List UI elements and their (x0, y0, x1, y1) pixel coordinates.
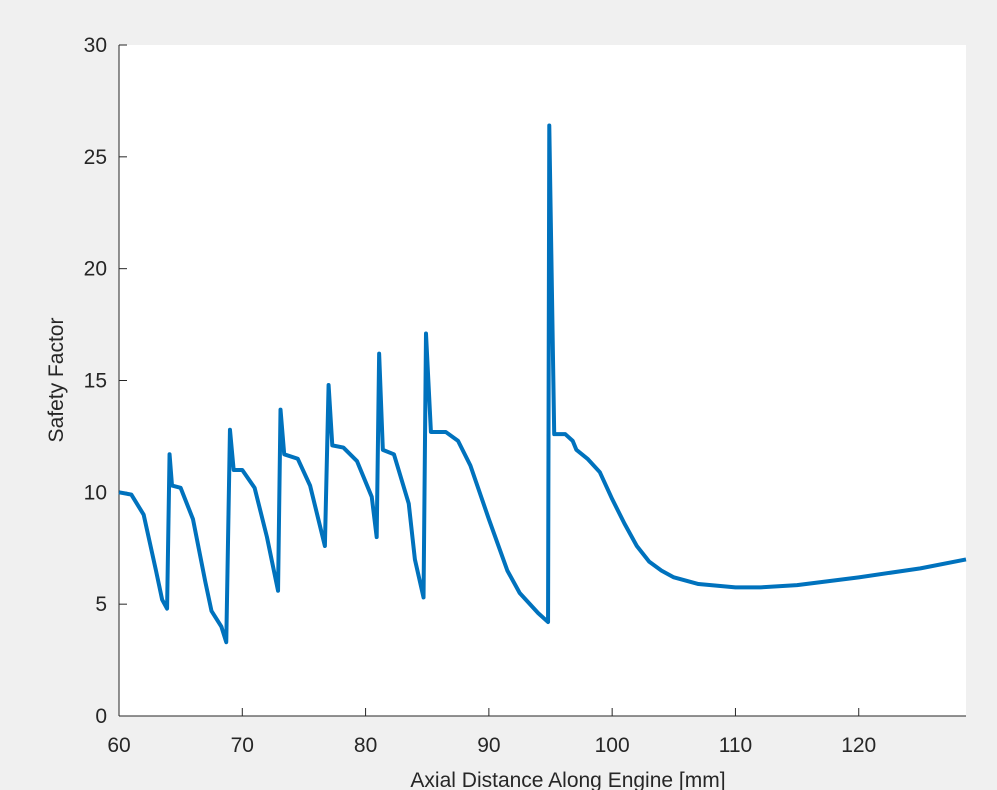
x-tick-label: 60 (107, 734, 130, 757)
x-axis-label: Axial Distance Along Engine [mm] (410, 769, 725, 790)
y-tick-label: 25 (84, 146, 107, 169)
y-tick-label: 30 (84, 34, 107, 57)
x-tick-label: 80 (354, 734, 377, 757)
y-tick-label: 0 (95, 705, 107, 728)
y-tick-label: 20 (84, 258, 107, 281)
x-tick-label: 110 (719, 734, 752, 757)
x-tick-label: 120 (841, 734, 876, 757)
y-tick-label: 15 (84, 370, 107, 393)
data-line (118, 123, 967, 645)
y-tick-label: 5 (95, 593, 107, 616)
x-tick-label: 90 (477, 734, 500, 757)
y-axis-label: Safety Factor (45, 318, 68, 443)
y-tick-label: 10 (84, 481, 107, 504)
plot-area (119, 45, 966, 716)
x-tick-label: 70 (231, 734, 254, 757)
x-tick-label: 100 (595, 734, 630, 757)
